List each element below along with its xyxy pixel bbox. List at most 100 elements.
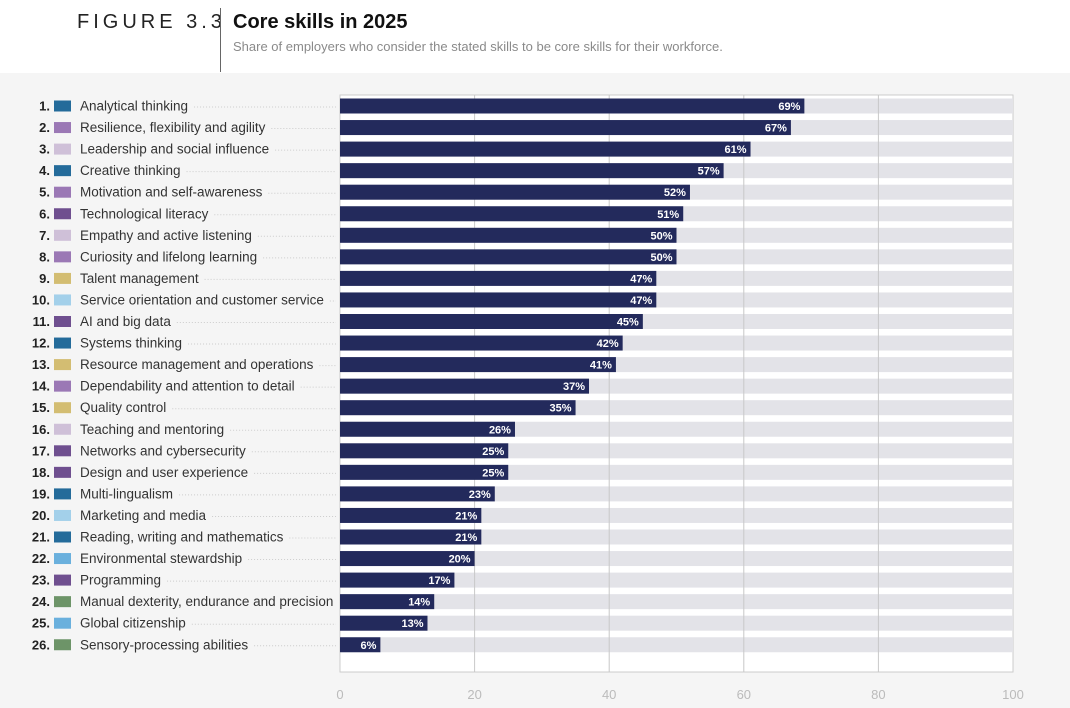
bar-track <box>340 637 1013 653</box>
category-swatch <box>54 531 71 543</box>
skill-bar <box>340 400 576 416</box>
skill-row: 21. Reading, writing and mathematics 21% <box>32 529 482 545</box>
skill-row: 20. Marketing and media 21% <box>32 507 482 523</box>
skill-rank: 10. <box>32 292 50 307</box>
skill-rank: 12. <box>32 336 50 351</box>
category-swatch <box>54 380 71 392</box>
skill-rank: 21. <box>32 530 50 545</box>
skill-row: 3. Leadership and social influence 61% <box>39 141 751 157</box>
skill-row: 24. Manual dexterity, endurance and preci… <box>32 594 435 610</box>
skill-row: 18. Design and user experience 25% <box>32 464 509 480</box>
chart-title: Core skills in 2025 <box>233 11 408 33</box>
skill-row: 7. Empathy and active listening 50% <box>39 227 677 243</box>
x-tick-label: 100 <box>1002 687 1024 702</box>
skill-rank: 8. <box>39 249 50 264</box>
bar-track <box>340 594 1013 610</box>
skill-bar <box>340 615 428 631</box>
category-swatch <box>54 466 71 478</box>
skill-row: 11. AI and big data 45% <box>33 314 643 329</box>
skill-label: AI and big data <box>80 314 171 329</box>
skill-label: Environmental stewardship <box>80 551 242 566</box>
skill-bar <box>340 249 677 265</box>
bar-track <box>340 529 1013 545</box>
bar-rows: 1. Analytical thinking 69% 2. Resilience, fl… <box>32 98 805 653</box>
skill-rank: 7. <box>39 228 50 243</box>
skill-row: 2. Resilience, flexibility and agility 67% <box>39 120 791 136</box>
skill-label: Programming <box>80 573 161 588</box>
skill-label: Resilience, flexibility and agility <box>80 120 266 135</box>
skill-label: Reading, writing and mathematics <box>80 530 284 545</box>
bar-value-label: 14% <box>408 597 430 609</box>
bar-value-label: 42% <box>597 338 619 350</box>
bar-track <box>340 572 1013 588</box>
bar-value-label: 52% <box>664 187 686 199</box>
skill-bar <box>340 421 515 437</box>
category-swatch <box>54 100 71 112</box>
category-swatch <box>54 402 71 414</box>
skill-label: Sensory-processing abilities <box>80 637 248 652</box>
skill-bar <box>340 594 435 610</box>
skill-row: 13. Resource management and operations 41% <box>32 357 616 373</box>
skill-bar <box>340 184 690 200</box>
skill-bar <box>340 486 495 502</box>
bar-track <box>340 486 1013 502</box>
skill-row: 14. Dependability and attention to detail… <box>32 378 590 394</box>
skill-label: Resource management and operations <box>80 357 314 372</box>
bar-value-label: 17% <box>428 575 450 587</box>
skill-label: Quality control <box>80 400 166 415</box>
skill-row: 9. Talent management 47% <box>39 270 657 286</box>
skill-row: 25. Global citizenship 13% <box>32 615 428 631</box>
skill-bar <box>340 551 475 567</box>
skill-row: 4. Creative thinking 57% <box>39 163 724 179</box>
category-swatch <box>54 143 71 155</box>
skill-rank: 9. <box>39 271 50 286</box>
skill-bar <box>340 572 455 588</box>
bar-value-label: 57% <box>698 166 720 178</box>
category-swatch <box>54 553 71 565</box>
category-swatch <box>54 294 71 306</box>
bar-value-label: 26% <box>489 424 511 436</box>
x-tick-label: 20 <box>467 687 481 702</box>
category-swatch <box>54 122 71 134</box>
category-swatch <box>54 359 71 371</box>
bar-value-label: 21% <box>455 510 477 522</box>
skill-label: Networks and cybersecurity <box>80 443 246 458</box>
skill-rank: 20. <box>32 508 50 523</box>
category-swatch <box>54 337 71 349</box>
bar-value-label: 61% <box>724 144 746 156</box>
bar-value-label: 41% <box>590 360 612 372</box>
bar-track <box>340 507 1013 523</box>
skill-label: Motivation and self-awareness <box>80 185 263 200</box>
skill-bar <box>340 292 657 308</box>
bar-value-label: 13% <box>401 618 423 630</box>
bar-value-label: 67% <box>765 123 787 135</box>
skill-rank: 5. <box>39 185 50 200</box>
skill-rank: 25. <box>32 616 50 631</box>
bar-value-label: 23% <box>469 489 491 501</box>
bar-value-label: 47% <box>630 295 652 307</box>
skill-label: Analytical thinking <box>80 99 188 114</box>
skill-bar <box>340 206 684 222</box>
skill-bar <box>340 120 791 136</box>
skill-rank: 1. <box>39 99 50 114</box>
skill-rank: 13. <box>32 357 50 372</box>
skill-row: 6. Technological literacy 51% <box>39 206 684 222</box>
skill-rank: 6. <box>39 206 50 221</box>
skill-row: 15. Quality control 35% <box>32 400 576 416</box>
figure-label: FIGURE 3.3 <box>77 11 226 33</box>
skill-rank: 19. <box>32 486 50 501</box>
category-swatch <box>54 272 71 284</box>
category-swatch <box>54 574 71 586</box>
category-swatch <box>54 423 71 435</box>
category-swatch <box>54 488 71 500</box>
skill-label: Creative thinking <box>80 163 181 178</box>
bar-value-label: 21% <box>455 532 477 544</box>
skill-rank: 18. <box>32 465 50 480</box>
skill-label: Empathy and active listening <box>80 228 252 243</box>
skill-label: Service orientation and customer service <box>80 292 324 307</box>
x-axis-ticks: 0 20 40 60 80 100 <box>336 687 1023 702</box>
category-swatch <box>54 229 71 241</box>
skill-bar <box>340 335 623 351</box>
skill-bar <box>340 443 509 459</box>
skill-label: Dependability and attention to detail <box>80 379 295 394</box>
